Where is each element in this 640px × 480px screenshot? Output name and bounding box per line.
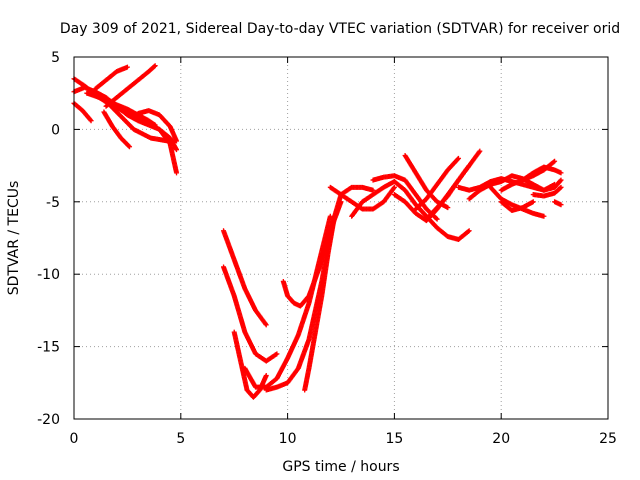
axis-tick-labels: 0 5 10 15 20 25 5 0 -5 -10 -15 -20: [37, 50, 617, 447]
data-point: [152, 122, 158, 128]
data-point: [477, 148, 483, 154]
y-tick-label: -5: [46, 195, 60, 211]
data-point: [327, 213, 333, 219]
data-point: [551, 159, 557, 165]
data-point: [263, 373, 269, 379]
data-point: [552, 158, 558, 164]
data-point: [274, 351, 280, 357]
x-tick-label: 20: [492, 431, 510, 447]
data-point: [558, 170, 564, 176]
data-point: [557, 185, 563, 191]
x-tick-label: 25: [599, 431, 617, 447]
data-point: [466, 228, 472, 234]
data-point: [541, 213, 547, 219]
data-point: [87, 117, 93, 123]
data-point: [174, 147, 180, 153]
data-point: [455, 156, 461, 162]
data-point: [174, 138, 180, 144]
x-tick-label: 0: [70, 431, 79, 447]
y-tick-label: -20: [37, 412, 60, 428]
data-point: [465, 228, 471, 234]
data-point: [434, 216, 440, 222]
data-point: [530, 199, 536, 205]
data-point: [466, 163, 472, 169]
data-point: [391, 184, 397, 190]
data-point: [445, 205, 451, 211]
x-tick-label: 5: [176, 431, 185, 447]
data-point: [174, 170, 180, 176]
y-tick-label: -15: [37, 340, 60, 356]
data-point: [465, 164, 471, 170]
data-points: [71, 63, 564, 400]
data-point: [127, 144, 133, 150]
x-tick-label: 10: [279, 431, 297, 447]
data-point: [391, 185, 397, 191]
data-point: [273, 351, 279, 357]
data-point: [558, 177, 564, 183]
data-point: [88, 118, 94, 124]
x-tick-label: 15: [385, 431, 403, 447]
data-point: [433, 215, 439, 221]
data-point: [370, 187, 376, 193]
data-point: [263, 321, 269, 327]
x-axis-label: GPS time / hours: [282, 459, 399, 475]
data-point: [263, 322, 269, 328]
data-point: [126, 143, 132, 149]
chart-title: Day 309 of 2021, Sidereal Day-to-day VTE…: [60, 21, 620, 37]
data-point: [455, 155, 461, 161]
data-point: [152, 63, 158, 69]
data-point: [558, 184, 564, 190]
y-tick-label: 5: [51, 50, 60, 66]
plot-frame: [73, 56, 609, 420]
y-tick-label: 0: [51, 122, 60, 138]
y-axis-label: SDTVAR / TECUs: [6, 181, 22, 296]
data-point: [558, 202, 564, 208]
data-point: [552, 181, 558, 187]
data-point: [124, 64, 130, 70]
y-tick-label: -10: [37, 267, 60, 283]
data-point: [476, 149, 482, 155]
data-point: [557, 178, 563, 184]
grid: [74, 57, 608, 419]
data-point: [151, 63, 157, 69]
